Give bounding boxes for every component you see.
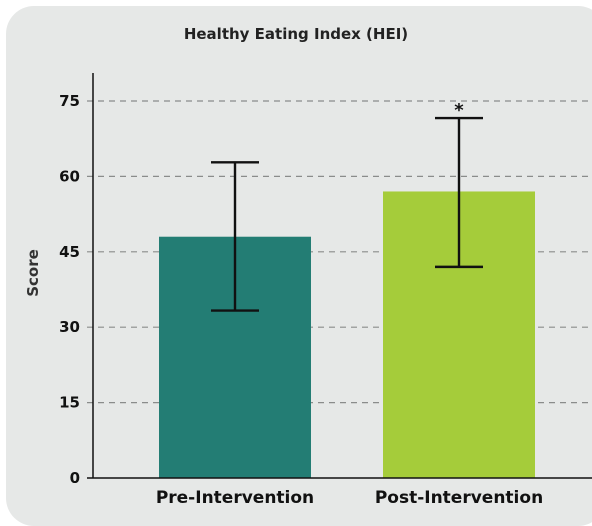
y-tick-labels: 0 15 30 45 60 75: [59, 92, 80, 487]
x-tick-label: Pre-Intervention: [156, 488, 314, 508]
chart-title: Healthy Eating Index (HEI): [183, 25, 409, 43]
y-tick-label: 0: [70, 469, 80, 487]
significance-marker: *: [454, 100, 464, 121]
y-tick-label: 75: [59, 92, 80, 110]
bar-chart: 0 15 30 45 60 75 Pre-Intervention Post-Interve…: [24, 73, 592, 508]
y-tick-label: 30: [59, 318, 80, 336]
bars: [159, 191, 535, 479]
y-tick-label: 60: [59, 167, 80, 185]
x-tick-label: Post-Intervention: [375, 488, 543, 508]
y-axis-title: Score: [24, 249, 42, 297]
y-tick-label: 45: [59, 243, 80, 261]
x-tick-labels: Pre-Intervention Post-Intervention: [156, 488, 543, 508]
error-bars: [211, 116, 483, 312]
annotations: *: [454, 100, 464, 121]
y-tick-label: 15: [59, 394, 80, 412]
axes: [87, 73, 592, 479]
